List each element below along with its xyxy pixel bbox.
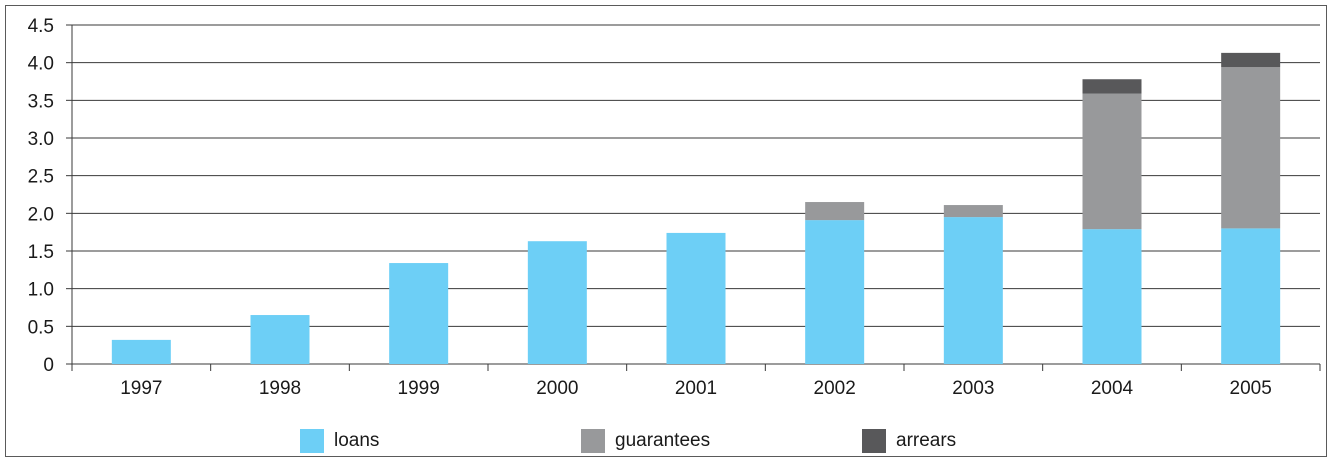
bar-loans-2005 (1221, 228, 1281, 364)
bar-loans-2003 (943, 217, 1003, 364)
legend-label-loans: loans (334, 430, 380, 451)
legend-item-arrears: arrears (862, 426, 956, 456)
legend-swatch-arrears (862, 429, 886, 453)
x-tick-label: 2000 (536, 378, 578, 399)
bar-loans-2004 (1082, 229, 1142, 364)
x-axis-tick-labels: 1997 1998 1999 2000 2001 2002 2003 2004 2005 (120, 378, 1272, 399)
legend-swatch-guarantees (581, 429, 605, 453)
y-tick-label: 4.0 (28, 54, 54, 75)
bar-loans-1997 (111, 339, 171, 364)
x-tick-label: 2005 (1230, 378, 1272, 399)
gridlines (72, 24, 1320, 327)
y-tick-label: 3.0 (28, 129, 54, 150)
bar-guarantees-2002 (805, 202, 865, 221)
bar-guarantees-2004 (1082, 93, 1142, 230)
x-tick-label: 2004 (1091, 378, 1134, 399)
legend-label-arrears: arrears (896, 430, 957, 451)
x-tick-label: 1998 (259, 378, 301, 399)
bar-loans-2001 (666, 232, 726, 364)
legend-swatch-loans (300, 429, 324, 453)
bar-loans-2002 (805, 220, 865, 364)
stacked-bar-chart: 00.51.01.52.02.53.03.54.04.5 1997 1998 199… (28, 16, 1321, 399)
y-tick-label: 2.5 (28, 167, 54, 188)
bar-guarantees-2005 (1221, 67, 1281, 229)
legend: loans guarantees arrears (6, 426, 1328, 456)
y-tick-label: 4.5 (28, 16, 54, 37)
y-tick-label: 1.5 (28, 242, 54, 263)
y-tick-label: 3.5 (28, 91, 54, 112)
chart-frame: 0 0.5 1.0 1.5 2.0 2.5 3.0 3.5 4.0 4.5 1997 1998 199… (5, 5, 1327, 457)
x-tick-label: 2001 (675, 378, 717, 399)
x-tick-label: 1997 (120, 378, 162, 399)
y-tick-label: 0 (43, 355, 54, 376)
bar-arrears-2004 (1082, 79, 1142, 94)
legend-item-loans: loans (300, 426, 379, 456)
bars (111, 52, 1281, 364)
y-axis-tick-labels: 0 0.5 1.0 1.5 2.0 2.5 3.0 3.5 4.0 4.5 (28, 16, 54, 376)
bar-guarantees-2003 (943, 205, 1003, 218)
bar-loans-2000 (527, 241, 587, 364)
x-tick-label: 2002 (814, 378, 856, 399)
x-tick-label: 1999 (398, 378, 440, 399)
x-tick-label: 2003 (952, 378, 994, 399)
bar-loans-1999 (389, 263, 449, 364)
legend-label-guarantees: guarantees (615, 430, 711, 451)
bar-arrears-2005 (1221, 52, 1281, 68)
bar-loans-1998 (250, 315, 310, 364)
y-tick-label: 1.0 (28, 280, 54, 301)
y-tick-label: 2.0 (28, 204, 54, 225)
legend-item-guarantees: guarantees (581, 426, 710, 456)
y-tick-label: 0.5 (28, 317, 54, 338)
